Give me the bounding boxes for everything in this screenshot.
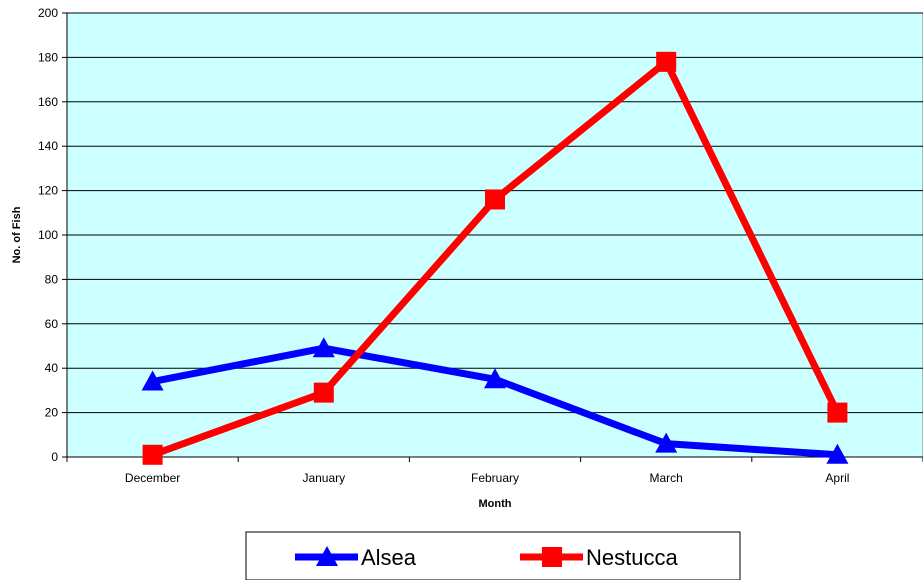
data-point-alsea: [826, 443, 849, 464]
series-group: [141, 51, 849, 465]
legend-label-alsea: Alsea: [361, 545, 417, 570]
y-tick-labels: 0 20 40 60 80 100 120 140 160 180 200: [38, 6, 58, 464]
series-alsea: [141, 337, 849, 464]
data-point-nestucca: [827, 402, 848, 423]
data-point-nestucca: [656, 51, 677, 72]
gridlines: [62, 12, 923, 458]
legend-label-nestucca: Nestucca: [586, 545, 678, 570]
x-tick-label: March: [650, 471, 683, 485]
legend-item-alsea: Alsea: [295, 545, 417, 570]
legend-marker-nestucca: [542, 547, 562, 567]
y-tick-label: 120: [38, 184, 58, 198]
y-tick-label: 180: [38, 50, 58, 64]
data-point-alsea: [141, 370, 164, 391]
x-tick-label: January: [302, 471, 345, 485]
data-point-alsea: [484, 368, 506, 389]
x-tick-label: April: [825, 471, 849, 485]
y-tick-label: 80: [45, 272, 59, 286]
y-tick-label: 60: [45, 317, 59, 331]
legend-marker-alsea: [316, 546, 338, 566]
x-axis-title: Month: [479, 498, 512, 510]
data-point-nestucca: [142, 444, 163, 465]
y-tick-label: 140: [38, 139, 58, 153]
legend-item-nestucca: Nestucca: [520, 545, 678, 570]
y-axis-title: No. of Fish: [11, 206, 23, 263]
x-tick-label: February: [471, 471, 519, 485]
y-tick-label: 20: [45, 406, 59, 420]
y-tick-label: 100: [38, 228, 58, 242]
data-point-nestucca: [485, 189, 505, 210]
x-tick-label: December: [125, 471, 180, 485]
y-tick-label: 200: [38, 6, 58, 20]
data-point-alsea: [312, 337, 335, 358]
data-point-alsea: [655, 432, 678, 453]
y-tick-label: 0: [51, 450, 58, 464]
y-tick-label: 40: [45, 361, 59, 375]
y-tick-label: 160: [38, 95, 58, 109]
series-nestucca: [142, 51, 848, 465]
axes: [66, 13, 923, 462]
data-point-nestucca: [313, 382, 334, 403]
legend: Alsea Nestucca: [245, 531, 741, 580]
x-tick-labels: December January February March April: [125, 471, 849, 485]
